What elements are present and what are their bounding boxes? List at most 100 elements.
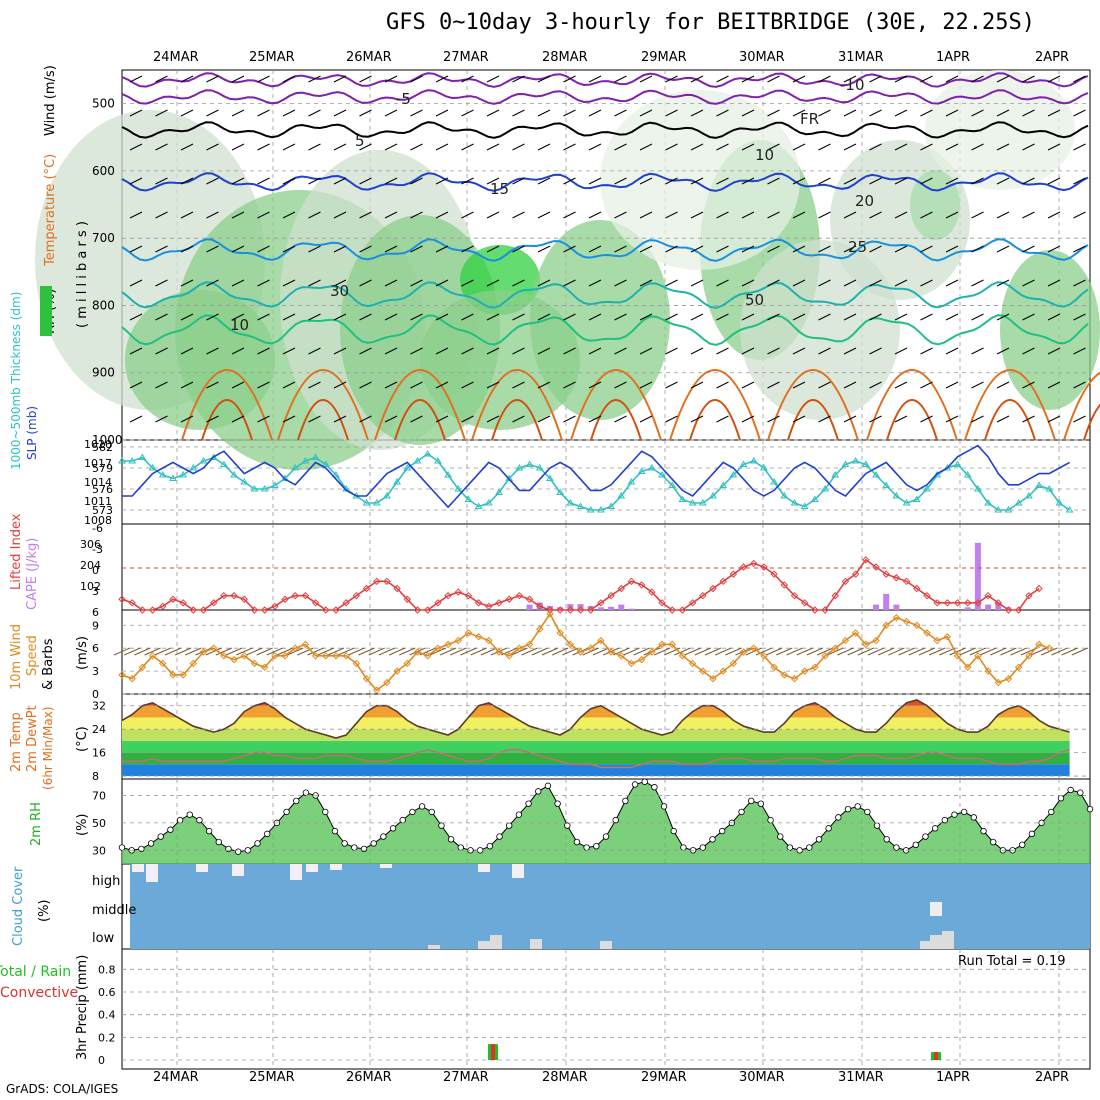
wind-barb (792, 347, 806, 355)
surface-wind-barb (541, 647, 559, 656)
contour-25-arc (866, 369, 958, 441)
surface-wind-barb (816, 647, 834, 656)
thickness-series-point (311, 453, 320, 460)
top-date-label: 30MAR (739, 50, 785, 65)
surface-wind-barb (847, 647, 864, 656)
run-total-label: Run Total = 0.19 (958, 954, 1066, 969)
wind-speed-series-point (485, 636, 493, 645)
contour-minus10 (121, 72, 1089, 88)
slp-tick: 1008 (84, 514, 112, 527)
wind-barb (180, 75, 194, 83)
temp-axis-tick: 8 (92, 770, 99, 783)
wind-barb (614, 415, 627, 423)
cloud-level-label: middle (92, 903, 136, 918)
rh-point (951, 811, 958, 818)
wind-barb (818, 143, 831, 151)
thickness-series-point (546, 474, 554, 481)
wind-barb (1073, 415, 1086, 423)
wind-barb (741, 279, 755, 287)
thickness-series-point (301, 457, 310, 464)
lifted-index-series-point (750, 559, 758, 568)
li-tick: -6 (92, 522, 103, 535)
wind-speed-series-point (169, 671, 177, 679)
rh-point (709, 836, 716, 843)
wind-barb (486, 245, 500, 253)
wind-speed-series-point (444, 640, 452, 649)
lifted-index-series-point (495, 599, 503, 607)
wind-barb (1073, 279, 1086, 287)
wind-barb (384, 279, 398, 287)
rh-point (447, 836, 455, 843)
wind-barb (282, 381, 296, 389)
lifted-index-series-point (515, 591, 524, 600)
wind-speed-series-point (209, 644, 218, 652)
lifted-index-series-point (760, 563, 768, 571)
wind-barb (435, 245, 449, 253)
wind-barb (155, 143, 168, 151)
wind-barb (512, 347, 525, 355)
wind-speed-series-point (760, 652, 768, 660)
wind-barb (359, 109, 372, 117)
wind-barb (588, 381, 602, 389)
panel-frame-wind (121, 609, 1091, 695)
cape-bar (873, 604, 880, 610)
thickness-series-point (179, 471, 188, 478)
wind-barb (869, 415, 882, 423)
surface-wind-barb (806, 647, 824, 656)
surface-wind-barb (1071, 647, 1089, 656)
contour-25-arc (767, 369, 859, 441)
surface-wind-barb (337, 647, 355, 656)
surface-wind-barb (551, 647, 569, 656)
wind-barb (537, 75, 551, 83)
lifted-index-series-point (627, 577, 636, 586)
rh-point (506, 822, 513, 829)
slp-axis-label: SLP (mb) (25, 406, 39, 460)
wind-barb (843, 347, 857, 355)
wind-speed-series-point (260, 663, 269, 671)
thickness-series-point (811, 495, 819, 502)
thickness-series-point (861, 460, 870, 467)
wind-barb (614, 211, 627, 219)
upper-panel: 500 600 700 800 900 1000 -5 -10 FR 5 10 15 20 25 30 50 1… (35, 65, 1100, 470)
rh-point (699, 844, 706, 851)
wind-units: (m/s) (75, 636, 90, 670)
wind-speed-series-point (332, 652, 340, 660)
wind-barb (945, 143, 959, 151)
lifted-index-series-point (576, 606, 585, 614)
thickness-series-point (892, 492, 901, 499)
rh-point (1086, 805, 1094, 813)
wind-barb (180, 109, 194, 117)
thickness-series-point (423, 450, 432, 457)
rh-point (612, 816, 619, 824)
wind-barb (308, 143, 321, 151)
wind-barb (206, 109, 219, 117)
wind-speed-series-point (1004, 675, 1013, 683)
surface-wind-barb (776, 647, 793, 656)
wind-barb (384, 177, 398, 185)
thickness-series-point (260, 485, 269, 492)
wind-barb (231, 279, 245, 287)
wind-barb (155, 245, 168, 253)
wind-barb (512, 279, 525, 287)
surface-wind-barb (399, 647, 416, 656)
lifted-index-series-point (688, 599, 697, 607)
wind-barb (818, 415, 831, 423)
wind-barb (767, 279, 780, 287)
wind-barb (129, 109, 143, 117)
thickness-series-point (128, 457, 137, 464)
thickness-series-point (291, 464, 300, 471)
wind-barb (945, 415, 959, 423)
rh-area (122, 781, 1090, 864)
surface-wind-barb (592, 647, 610, 656)
rh-point (960, 808, 968, 816)
bottom-date-label: 26MAR (346, 1070, 392, 1085)
wind-speed-series-point (933, 636, 941, 645)
rh-point (757, 800, 765, 807)
wind-speed-series-point (311, 652, 320, 660)
thickness-series-point (566, 499, 575, 506)
wind-barb (767, 347, 780, 355)
li-tick: -3 (92, 543, 103, 556)
wind-barb (308, 211, 321, 219)
thickness-series-point (831, 471, 840, 478)
wind-speed-series-point (464, 629, 473, 637)
